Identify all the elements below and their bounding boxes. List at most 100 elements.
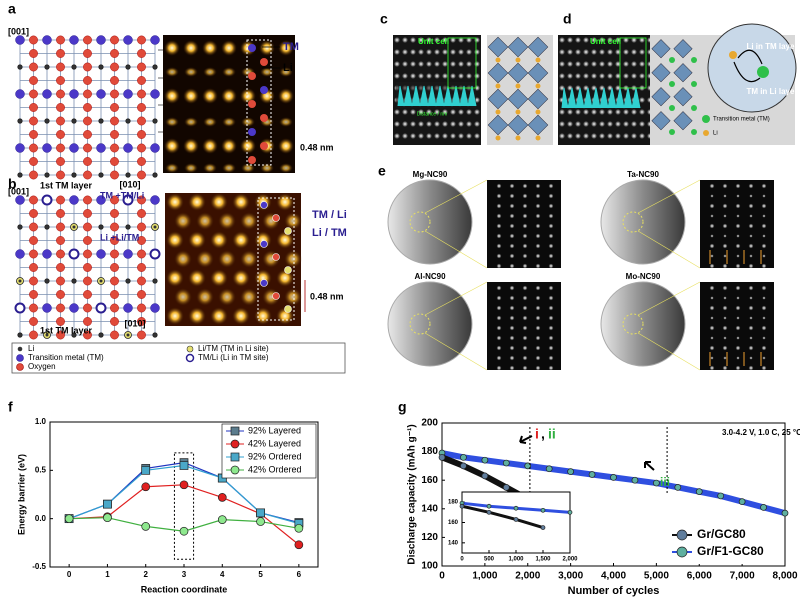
label: 0.48 nm <box>310 291 344 301</box>
o-atom <box>137 157 146 166</box>
atom-spot <box>164 138 180 154</box>
diff-spot <box>522 335 528 341</box>
li-atom <box>152 118 158 124</box>
li-atom <box>515 83 521 89</box>
atom-spot <box>583 109 589 115</box>
tm-atom <box>95 302 107 314</box>
tm-atom <box>669 105 675 111</box>
o-atom <box>83 222 92 232</box>
li-atom <box>125 64 131 70</box>
diff-spot <box>709 183 715 189</box>
zoom-line <box>637 332 701 371</box>
li-atom <box>515 135 521 141</box>
atom-spot <box>575 61 581 67</box>
o-atom <box>137 195 146 205</box>
atom-spot <box>623 73 629 79</box>
o-atom <box>83 89 92 99</box>
marker <box>179 480 189 490</box>
diff-spot <box>722 263 728 269</box>
label: Reaction coordinate <box>141 584 228 594</box>
atom-spot <box>567 121 573 127</box>
atom <box>260 279 268 287</box>
atom-spot <box>164 40 180 56</box>
diff-spot <box>748 243 754 249</box>
selection <box>622 211 644 233</box>
diff-spot <box>762 214 766 218</box>
diff-spot <box>761 223 767 229</box>
o-atom <box>110 276 119 286</box>
label: 42% Layered <box>248 438 301 448</box>
atom-spot <box>164 88 180 104</box>
marker <box>540 525 546 530</box>
o-atom <box>137 76 146 85</box>
label: 3,000 <box>558 571 583 582</box>
diff-spot <box>522 305 528 311</box>
atom <box>272 292 280 300</box>
marker <box>459 503 465 509</box>
label: 5 <box>258 570 263 579</box>
atom-spot <box>232 307 250 325</box>
atom-spot <box>232 193 250 211</box>
atom-spot <box>631 73 637 79</box>
o-atom <box>29 49 38 58</box>
diff-spot <box>736 234 740 238</box>
diff-spot <box>496 295 502 301</box>
o-atom <box>137 290 146 299</box>
atom-spot <box>559 73 565 79</box>
li-atom <box>17 64 23 70</box>
diff-spot <box>548 305 554 311</box>
marker <box>781 509 789 517</box>
atom-spot <box>599 61 605 67</box>
diff-spot <box>748 365 754 371</box>
diff-spot <box>548 315 554 321</box>
diff-spot <box>509 365 515 371</box>
li-atom <box>72 225 76 229</box>
diff-spot <box>496 243 502 249</box>
atom-spot <box>559 61 565 67</box>
diff-spot <box>722 285 728 291</box>
diff-spot <box>723 316 727 320</box>
diff-spot <box>709 203 715 209</box>
label: g <box>398 399 407 415</box>
atom-spot <box>221 40 237 56</box>
diff-spot <box>509 263 515 269</box>
atom-spot <box>639 109 645 115</box>
marker <box>513 505 519 511</box>
atom-spot <box>426 73 432 79</box>
tm-atom <box>669 81 675 87</box>
diff-spot <box>762 194 766 198</box>
atom-spot <box>203 67 217 77</box>
atom-spot <box>165 163 179 173</box>
diff-spot <box>548 325 554 331</box>
diff-spot <box>535 243 541 249</box>
tm-atom <box>15 249 25 259</box>
tm-atom <box>42 35 52 45</box>
atom-spot <box>183 138 199 154</box>
tm-atom <box>15 89 25 99</box>
label: Li/TM (TM in Li site) <box>198 344 269 353</box>
atom-spot <box>583 133 589 139</box>
atom-spot <box>232 269 250 287</box>
atom-spot <box>607 121 613 127</box>
zoom-line <box>424 281 488 316</box>
marker <box>481 472 489 480</box>
atom-spot <box>418 73 424 79</box>
unit-box <box>246 39 272 166</box>
atom-spot <box>450 49 456 55</box>
o-atom <box>29 290 38 299</box>
diff-spot <box>548 243 554 249</box>
label: Distance / nm <box>417 111 448 117</box>
diff-spot <box>548 203 554 209</box>
tm-atom <box>15 143 25 153</box>
legend-marker <box>186 345 194 353</box>
tm-atom <box>123 89 133 99</box>
o-atom <box>83 170 92 180</box>
marker <box>460 462 467 470</box>
label: [001] <box>8 26 29 36</box>
o-atom <box>56 116 65 126</box>
diff-spot <box>522 183 528 189</box>
atom-spot <box>183 88 199 104</box>
o-atom <box>56 290 65 299</box>
atom-spot <box>559 121 565 127</box>
tm-atom <box>691 105 697 111</box>
